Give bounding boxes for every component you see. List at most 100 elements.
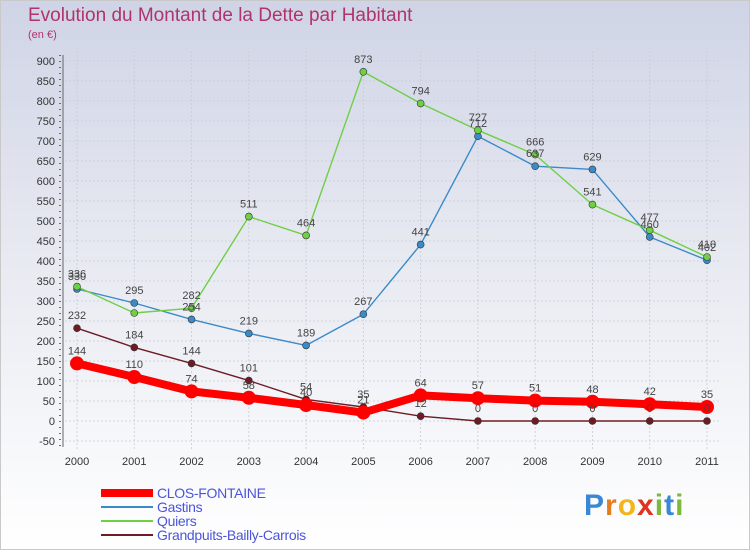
y-tick-label: 450: [37, 236, 55, 248]
data-point-3: [531, 417, 539, 425]
logo-letter: x: [637, 489, 655, 522]
data-point-1: [531, 162, 539, 170]
data-point-1: [359, 310, 368, 319]
data-point-3: [703, 417, 711, 425]
data-point-3: [474, 417, 482, 425]
series-line-2: [76, 71, 708, 314]
data-point-2: [359, 68, 368, 76]
data-point-0: [700, 400, 714, 414]
data-point-0: [127, 370, 142, 384]
data-label: 35: [357, 389, 369, 401]
data-point-2: [302, 231, 310, 240]
data-label: 794: [411, 85, 429, 97]
y-tick-label: 150: [37, 356, 55, 368]
data-label: 727: [469, 112, 487, 124]
legend-swatch-quiers: [101, 520, 153, 522]
x-tick-label: 2009: [580, 456, 604, 468]
data-point-0: [184, 384, 199, 399]
data-point-0: [356, 405, 371, 420]
data-label: 282: [182, 290, 200, 302]
logo-letter: r: [605, 489, 618, 522]
data-label: 42: [644, 386, 656, 398]
logo-letter: i: [654, 489, 665, 522]
chart-title: Evolution du Montant de la Dette par Hab…: [28, 5, 413, 26]
legend-swatch-clos-fontaine: [101, 489, 153, 497]
data-point-2: [416, 99, 425, 108]
data-label: 267: [354, 296, 372, 308]
data-label: 330: [68, 271, 86, 283]
data-label: 441: [411, 227, 429, 239]
data-label: 101: [240, 363, 258, 375]
data-point-3: [588, 417, 597, 425]
legend-item-clos-fontaine: CLOS-FONTAINE: [101, 486, 306, 500]
y-tick-label: 750: [37, 116, 55, 128]
data-point-3: [645, 417, 654, 425]
data-label: 629: [583, 151, 601, 163]
data-point-2: [73, 282, 81, 291]
x-tick-label: 2003: [237, 456, 261, 468]
legend-label-gastins: Gastins: [157, 499, 203, 515]
x-tick-label: 2002: [179, 456, 203, 468]
data-label: 402: [698, 242, 716, 254]
data-point-2: [703, 253, 711, 261]
data-label: 232: [68, 310, 86, 322]
data-label: 0: [704, 403, 710, 415]
legend-swatch-gastins: [101, 506, 153, 508]
data-label: 0: [589, 403, 595, 415]
data-label: 48: [586, 384, 598, 396]
y-tick-label: 550: [37, 196, 55, 208]
data-point-2: [531, 150, 539, 159]
data-point-3: [187, 359, 196, 368]
y-tick-label: 800: [37, 96, 55, 108]
data-label: 637: [526, 148, 544, 160]
data-point-0: [528, 393, 543, 408]
x-tick-label: 2008: [523, 456, 547, 468]
chart-legend: CLOS-FONTAINE Gastins Quiers Grandpuits-…: [101, 486, 306, 542]
x-tick-label: 2004: [294, 456, 318, 468]
chart-unit-label: (en €): [28, 29, 57, 41]
data-point-0: [241, 390, 256, 405]
y-tick-label: 350: [37, 276, 55, 288]
y-tick-label: -50: [39, 436, 55, 448]
y-tick-label: 50: [43, 396, 55, 408]
legend-label-clos-fontaine: CLOS-FONTAINE: [157, 485, 266, 501]
data-label: 460: [641, 219, 659, 231]
series-line-1: [76, 135, 708, 347]
data-label: 477: [641, 212, 659, 224]
data-point-0: [70, 356, 84, 371]
legend-swatch-grandpuits: [101, 534, 153, 536]
x-tick-label: 2007: [466, 456, 490, 468]
legend-item-gastins: Gastins: [101, 500, 306, 514]
data-label: 0: [532, 403, 538, 415]
x-tick-label: 2010: [637, 456, 661, 468]
data-label: 410: [698, 239, 716, 251]
data-label: 12: [415, 398, 427, 410]
data-point-1: [588, 165, 597, 174]
data-point-0: [413, 388, 428, 403]
data-point-3: [416, 412, 425, 421]
x-tick-label: 2005: [351, 456, 375, 468]
y-tick-label: 0: [49, 416, 55, 428]
data-point-1: [645, 233, 654, 241]
series-line-0: [76, 359, 708, 417]
data-label: 35: [701, 389, 713, 401]
data-label: 51: [529, 383, 541, 395]
y-tick-label: 600: [37, 176, 55, 188]
x-tick-label: 2011: [695, 456, 719, 468]
data-label: 464: [297, 217, 315, 229]
data-point-1: [187, 315, 196, 324]
data-label: 336: [68, 269, 86, 281]
data-label: 144: [68, 345, 86, 357]
data-point-3: [73, 324, 81, 333]
x-tick-label: 2000: [65, 456, 89, 468]
y-tick-label: 200: [37, 336, 55, 348]
logo-letter: t: [664, 489, 676, 522]
data-label: 54: [300, 381, 312, 393]
data-label: 144: [182, 345, 200, 357]
series-line-3: [76, 327, 707, 422]
data-label: 219: [240, 315, 258, 327]
data-label: 74: [185, 373, 197, 385]
data-label: 0: [647, 403, 653, 415]
